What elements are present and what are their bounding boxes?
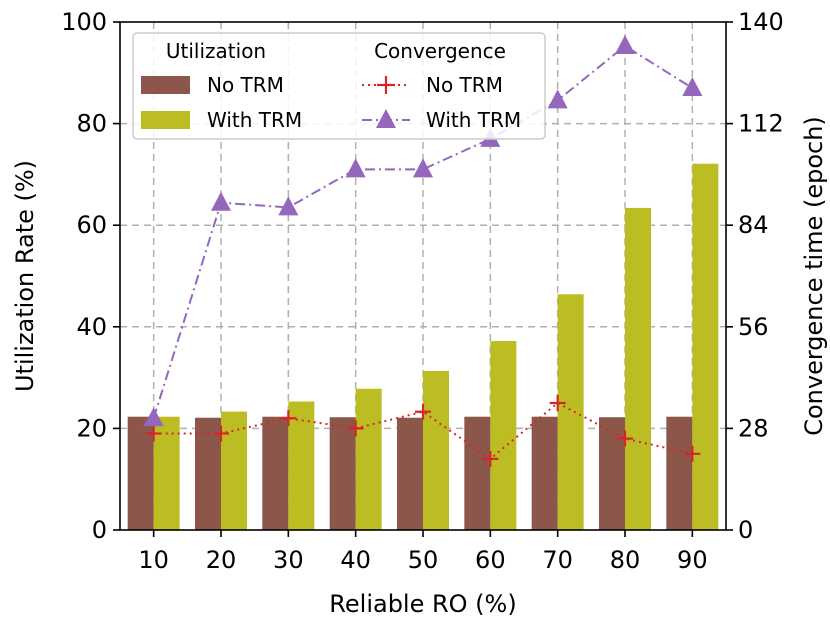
legend: Utilization Convergence No TRM With TRM … bbox=[132, 32, 546, 140]
point-triangle-with-trm bbox=[143, 407, 164, 427]
y-right-tick-label: 56 bbox=[738, 313, 769, 341]
y-left-tick-label: 100 bbox=[61, 8, 107, 36]
bar-no-trm bbox=[599, 417, 625, 530]
y-right-tick-label: 112 bbox=[738, 110, 784, 138]
point-plus-no-trm bbox=[549, 395, 566, 411]
y-right-tick-label: 140 bbox=[738, 8, 784, 36]
point-plus-no-trm bbox=[617, 430, 633, 447]
bars-group bbox=[127, 163, 719, 531]
legend-col1-title: Utilization bbox=[166, 39, 266, 63]
point-plus-no-trm bbox=[684, 445, 701, 462]
line-no-trm bbox=[153, 401, 693, 461]
legend-marker-plus bbox=[377, 76, 395, 94]
bar-no-trm bbox=[127, 416, 154, 530]
bar-no-trm bbox=[195, 417, 221, 530]
point-plus-no-trm bbox=[213, 425, 229, 442]
bar-with-trm bbox=[288, 401, 315, 530]
y-left-tick-label: 40 bbox=[76, 313, 107, 341]
x-tick-label: 60 bbox=[475, 546, 506, 574]
x-tick-label: 70 bbox=[542, 546, 573, 574]
point-plus-no-trm bbox=[347, 420, 364, 437]
x-tick-label: 10 bbox=[138, 546, 169, 574]
x-tick-label: 50 bbox=[408, 546, 439, 574]
x-tick-label: 80 bbox=[610, 546, 641, 574]
bar-with-trm bbox=[423, 370, 449, 530]
bar-with-trm bbox=[625, 207, 651, 531]
bar-with-trm bbox=[221, 411, 247, 530]
y-right-tick-label: 84 bbox=[738, 211, 769, 239]
legend-swatch-bar-no-trm bbox=[141, 76, 190, 94]
point-triangle-with-trm bbox=[547, 89, 568, 109]
y-left-tick-label: 0 bbox=[92, 516, 107, 544]
point-triangle-with-trm bbox=[211, 191, 231, 211]
legend-label-bar-with-trm: With TRM bbox=[207, 108, 302, 132]
point-triangle-with-trm bbox=[413, 158, 433, 178]
point-triangle-with-trm bbox=[615, 34, 635, 54]
y-axis-left-title: Utilization Rate (%) bbox=[11, 160, 39, 392]
lines-group bbox=[143, 34, 703, 467]
bar-no-trm bbox=[666, 416, 693, 530]
y-left-tick-label: 20 bbox=[76, 414, 107, 442]
bar-with-trm bbox=[692, 163, 719, 530]
x-tick-label: 30 bbox=[273, 546, 304, 574]
legend-col2-title: Convergence bbox=[374, 39, 506, 63]
legend-label-line-no-trm: No TRM bbox=[426, 73, 503, 97]
bar-no-trm bbox=[262, 416, 289, 530]
legend-label-line-with-trm: With TRM bbox=[426, 108, 521, 132]
bar-with-trm bbox=[490, 341, 517, 530]
y-left-tick-label: 80 bbox=[76, 110, 107, 138]
x-tick-label: 20 bbox=[206, 546, 237, 574]
legend-label-bar-no-trm: No TRM bbox=[207, 73, 284, 97]
bar-with-trm bbox=[153, 416, 180, 530]
bar-no-trm bbox=[464, 416, 491, 530]
legend-marker-triangle bbox=[376, 109, 396, 128]
point-triangle-with-trm bbox=[682, 77, 703, 97]
line-with-trm bbox=[152, 44, 693, 419]
point-triangle-with-trm bbox=[345, 158, 366, 178]
bar-with-trm bbox=[355, 388, 382, 530]
y-axis-right-title: Convergence time (epoch) bbox=[800, 116, 828, 436]
y-right-tick-label: 0 bbox=[738, 516, 753, 544]
x-tick-label: 40 bbox=[340, 546, 371, 574]
bar-no-trm bbox=[397, 417, 423, 530]
legend-box bbox=[132, 32, 546, 140]
point-plus-no-trm bbox=[415, 403, 431, 420]
axis-ticks: 0 20 40 60 80 100 0 28 56 84 112 140 10 20 30 40 50 60 70 8… bbox=[61, 8, 784, 574]
bar-no-trm bbox=[531, 416, 558, 530]
point-triangle-with-trm bbox=[278, 196, 299, 216]
bar-no-trm bbox=[329, 417, 356, 530]
legend-swatch-bar-with-trm bbox=[141, 111, 190, 129]
x-tick-label: 90 bbox=[677, 546, 708, 574]
bar-with-trm bbox=[557, 294, 584, 530]
point-plus-no-trm bbox=[145, 425, 162, 442]
y-left-tick-label: 60 bbox=[76, 211, 107, 239]
x-axis-title: Reliable RO (%) bbox=[329, 590, 516, 618]
y-right-tick-label: 28 bbox=[738, 414, 769, 442]
point-plus-no-trm bbox=[482, 450, 499, 467]
point-plus-no-trm bbox=[280, 410, 297, 427]
